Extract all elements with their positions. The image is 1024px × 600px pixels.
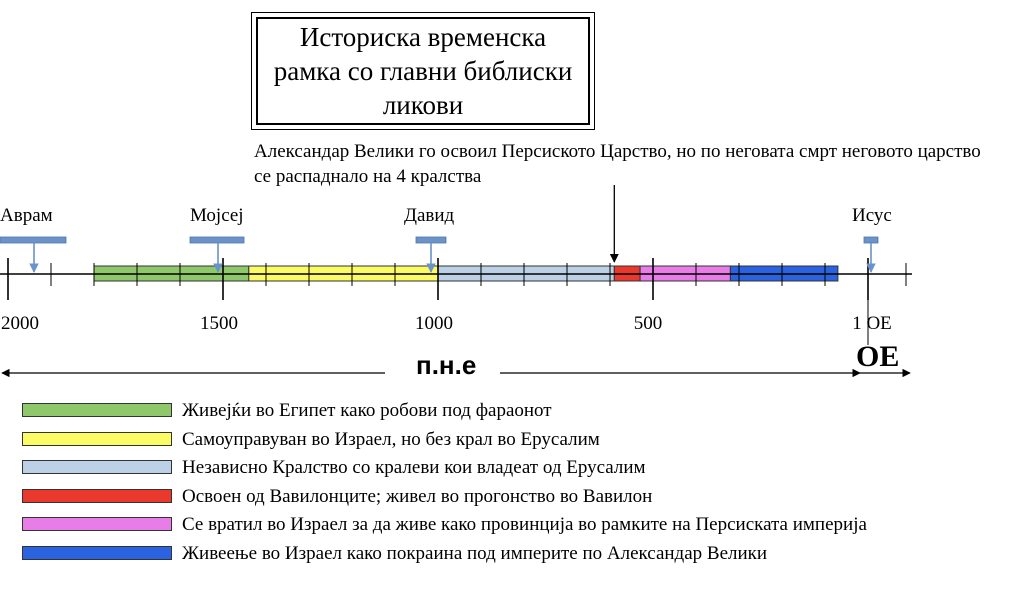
legend-label: Независно Кралство со кралеви кои владеа… [182, 457, 646, 478]
marker-label-2: Давид [404, 205, 455, 226]
legend-label: Самоуправуван во Израел, но без крал во … [182, 428, 600, 450]
marker-label-0: Аврам [0, 205, 53, 226]
title-box: Историска временска рамка со главни библ… [251, 12, 595, 130]
year-label-2: 1000 [415, 313, 453, 334]
marker-label-3: Исус [852, 205, 892, 226]
legend-swatch [22, 431, 172, 446]
marker-bar-2 [415, 236, 447, 244]
year-label-0: 2000 [1, 313, 39, 334]
legend-swatch [22, 460, 172, 474]
legend-label: Живејќи во Египет како робови под фараон… [182, 400, 552, 421]
legend-label: Освоен од Вавилонците; живел во прогонст… [182, 485, 653, 507]
marker-bar-1 [189, 236, 245, 244]
year-label-3: 500 [633, 313, 663, 334]
era-ce-label: ОЕ [856, 340, 900, 373]
marker-label-1: Мојсеј [190, 205, 244, 226]
diagram-title: Историска временска рамка со главни библ… [256, 17, 590, 125]
year-label-1: 1500 [200, 313, 238, 334]
marker-bar-0 [0, 236, 67, 244]
marker-bar-3 [863, 236, 879, 244]
legend-swatch [22, 517, 172, 531]
era-bce-label: п.н.е [410, 350, 483, 381]
legend-label: Живеење во Израел како покраина под импе… [182, 542, 768, 564]
legend-swatch [22, 403, 172, 417]
year-label-4: 1 ОЕ [852, 313, 892, 334]
legend-label: Се вратил во Израел за да живе како пров… [182, 514, 867, 535]
legend-swatch [22, 488, 172, 503]
legend-swatch [22, 545, 172, 560]
alexander-note: Александар Велики го освоил Персиското Ц… [254, 141, 981, 187]
